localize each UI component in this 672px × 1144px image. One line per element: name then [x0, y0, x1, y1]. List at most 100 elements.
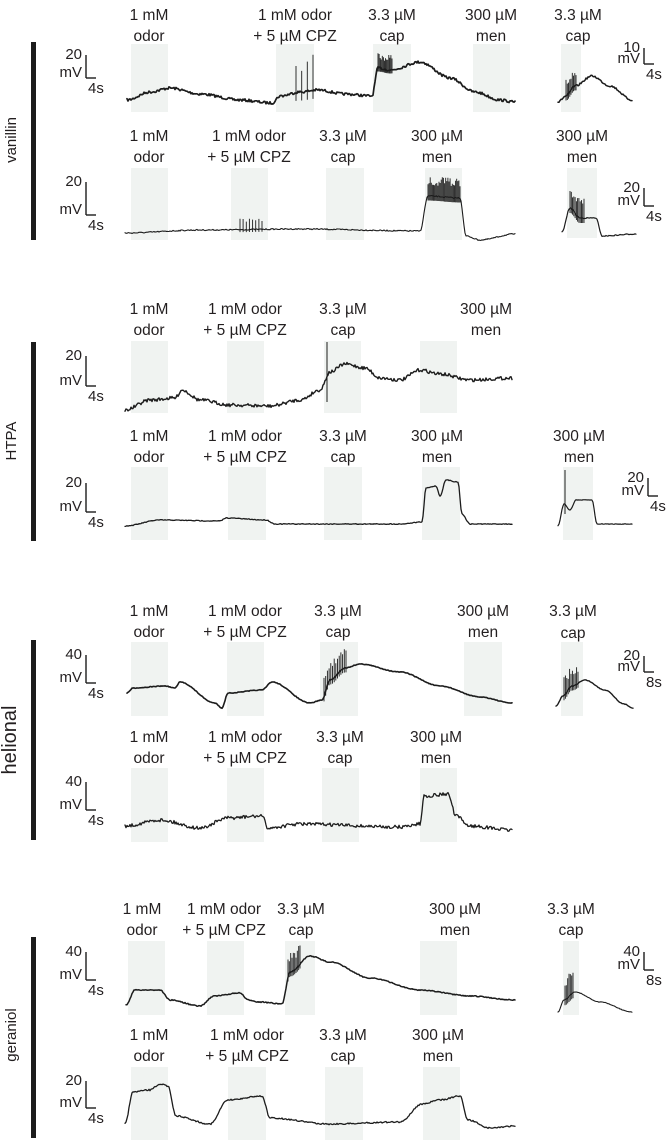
- helional-row1-spikes-cap: [323, 649, 347, 702]
- vanillin-row2-stimulus-label-1-line1: 1 mM: [130, 128, 169, 145]
- vanillin-row2-stimulus-window-1: [131, 168, 168, 240]
- htpa-row1-stimulus-window-3: [324, 341, 361, 413]
- htpa-row2-scale-time: 4s: [88, 514, 104, 531]
- helional-row1-inset: [555, 642, 654, 716]
- helional-row2-stimulus-window-2: [227, 768, 264, 842]
- vanillin-row1-stimulus-label-1-line2: odor: [133, 28, 164, 45]
- geraniol-row2: [85, 1067, 516, 1140]
- helional-row2-scale-amplitude: 40: [65, 773, 82, 790]
- geraniol-row2-stimulus-window-1: [131, 1067, 168, 1140]
- vanillin-row1-inset-scale-unit: mV: [618, 50, 641, 67]
- vanillin-row2-inset-spikes: [569, 191, 585, 223]
- vanillin-row2-inset-scale-unit: mV: [618, 192, 641, 209]
- geraniol-row2-stimulus-label-2-line1: 1 mM odor: [210, 1027, 284, 1044]
- geraniol-row1-stimulus-label-3-line1: 3.3 µM: [277, 901, 325, 918]
- htpa-row1-stimulus-label-1-line2: odor: [133, 322, 164, 339]
- geraniol-row2-stimulus-window-2: [228, 1067, 266, 1140]
- vanillin-row1-inset-window: [561, 44, 581, 112]
- vanillin-row2-inset-trace: [561, 207, 637, 237]
- vanillin-row2-scale-unit: mV: [60, 201, 83, 218]
- geraniol-row2-scale-unit: mV: [60, 1094, 83, 1111]
- geraniol-row1-stimulus-label-2-line2: + 5 µM CPZ: [182, 922, 265, 939]
- vanillin-row1-inset-label-line1: 3.3 µM: [554, 7, 602, 24]
- vanillin-row2-scale-amplitude: 20: [65, 173, 82, 190]
- htpa-row1-trace: [124, 361, 513, 412]
- vanillin-row1-stimulus-label-4-line1: 300 µM: [465, 7, 517, 24]
- vanillin-row1-trace: [126, 60, 516, 105]
- geraniol-row2-stimulus-label-2-line2: + 5 µM CPZ: [205, 1048, 288, 1065]
- htpa-row2-stimulus-window-1: [131, 467, 168, 540]
- geraniol-row1-inset-label-line1: 3.3 µM: [547, 901, 595, 918]
- htpa-row1-stimulus-label-1-line1: 1 mM: [130, 301, 169, 318]
- geraniol-row2-scale-amplitude: 20: [65, 1072, 82, 1089]
- vanillin-row2-stimulus-label-4-line2: men: [422, 149, 452, 166]
- htpa-row2-scale-unit: mV: [60, 498, 83, 515]
- helional-row1-stimulus-label-1-line1: 1 mM: [130, 603, 169, 620]
- helional-row1-stimulus-label-4-line1: 300 µM: [457, 603, 509, 620]
- geraniol-row2-stimulus-label-4-line2: men: [423, 1048, 453, 1065]
- htpa-row1: [85, 341, 513, 413]
- geraniol-row2-stimulus-label-3-line2: cap: [331, 1048, 356, 1065]
- vanillin-row2-stimulus-label-4-line1: 300 µM: [411, 128, 463, 145]
- htpa-row1-stimulus-label-2-line1: 1 mM odor: [208, 301, 282, 318]
- helional-row1-inset-scale-unit: mV: [618, 658, 641, 675]
- htpa-row2-stimulus-window-3: [324, 467, 362, 540]
- helional-row1-inset-scale-time: 8s: [646, 674, 662, 691]
- helional-row1-inset-label-line1: 3.3 µM: [549, 603, 597, 620]
- vanillin-row1-inset-spikes: [565, 72, 577, 101]
- vanillin-row1-stimulus-label-2-line1: 1 mM odor: [258, 7, 332, 24]
- htpa-row2-scale-amplitude: 20: [65, 474, 82, 491]
- geraniol-row1-inset-window: [563, 941, 579, 1015]
- helional-row1-stimulus-window-4: [464, 642, 502, 716]
- helional-row1-stimulus-label-4-line2: men: [468, 624, 498, 641]
- geraniol-row2-stimulus-label-1-line2: odor: [133, 1048, 164, 1065]
- helional-row1-inset-trace: [555, 679, 634, 709]
- helional-row2-stimulus-label-2-line2: + 5 µM CPZ: [203, 750, 286, 767]
- htpa-row1-scale-amplitude: 20: [65, 347, 82, 364]
- helional-row1-trace: [126, 663, 513, 710]
- geraniol-row1-stimulus-window-4: [420, 941, 457, 1015]
- htpa-row2: [85, 467, 513, 540]
- htpa-row2-inset-scale-time: 4s: [650, 498, 666, 515]
- vanillin-row1-stimulus-window-1: [131, 44, 168, 112]
- geraniol-row1-scale-amplitude: 40: [65, 943, 82, 960]
- htpa-row2-stimulus-window-2: [228, 467, 266, 540]
- vanillin-row2-inset-window: [567, 168, 597, 238]
- vanillin-row2-stimulus-label-2-line1: 1 mM odor: [212, 128, 286, 145]
- group-geraniol: geraniol: [3, 937, 36, 1138]
- helional-row1-stimulus-window-2: [227, 642, 264, 716]
- htpa-row2-stimulus-label-4-line2: men: [422, 449, 452, 466]
- helional-row2-scale-time: 4s: [88, 812, 104, 829]
- vanillin-row2-inset: [561, 168, 654, 238]
- vanillin-row1-stimulus-label-1-line1: 1 mM: [130, 7, 169, 24]
- htpa-row1-stimulus-window-1: [131, 341, 168, 413]
- vanillin-row2-stimulus-label-3-line1: 3.3 µM: [319, 128, 367, 145]
- htpa-row2-stimulus-label-1-line2: odor: [133, 449, 164, 466]
- htpa-row1-stimulus-label-3-line1: 3.3 µM: [319, 301, 367, 318]
- vanillin-row2-spikes-men: [427, 177, 461, 203]
- vanillin-row1-stimulus-label-2-line2: + 5 µM CPZ: [253, 28, 336, 45]
- geraniol-row1-inset-scale-time: 8s: [646, 972, 662, 989]
- group-bar: [31, 640, 36, 840]
- helional-row1-inset-scale-amplitude: 20: [623, 647, 640, 664]
- htpa-row2-inset-label-line1: 300 µM: [553, 428, 605, 445]
- helional-row2: [85, 768, 513, 842]
- geraniol-row1-inset: [557, 941, 654, 1015]
- geraniol-row2-stimulus-label-1-line1: 1 mM: [130, 1027, 169, 1044]
- geraniol-row1-stimulus-label-1-line1: 1 mM: [123, 901, 162, 918]
- helional-row2-stimulus-label-1-line1: 1 mM: [130, 729, 169, 746]
- group-name: vanillin: [3, 117, 20, 163]
- geraniol-row1-inset-label-line2: cap: [559, 922, 584, 939]
- geraniol-row2-stimulus-label-4-line1: 300 µM: [412, 1027, 464, 1044]
- vanillin-row1: [85, 44, 516, 112]
- htpa-row1-scale-time: 4s: [88, 388, 104, 405]
- htpa-row2-inset: [557, 467, 658, 540]
- geraniol-row1-stimulus-window-1: [128, 941, 165, 1015]
- htpa-row2-inset-trace: [557, 499, 633, 527]
- helional-row1-stimulus-label-2-line1: 1 mM odor: [208, 603, 282, 620]
- helional-row2-trace: [124, 791, 513, 832]
- helional-row1: [85, 642, 513, 716]
- htpa-row2-stimulus-label-4-line1: 300 µM: [411, 428, 463, 445]
- helional-row2-stimulus-window-1: [131, 768, 168, 842]
- vanillin-row1-inset-trace: [557, 74, 633, 104]
